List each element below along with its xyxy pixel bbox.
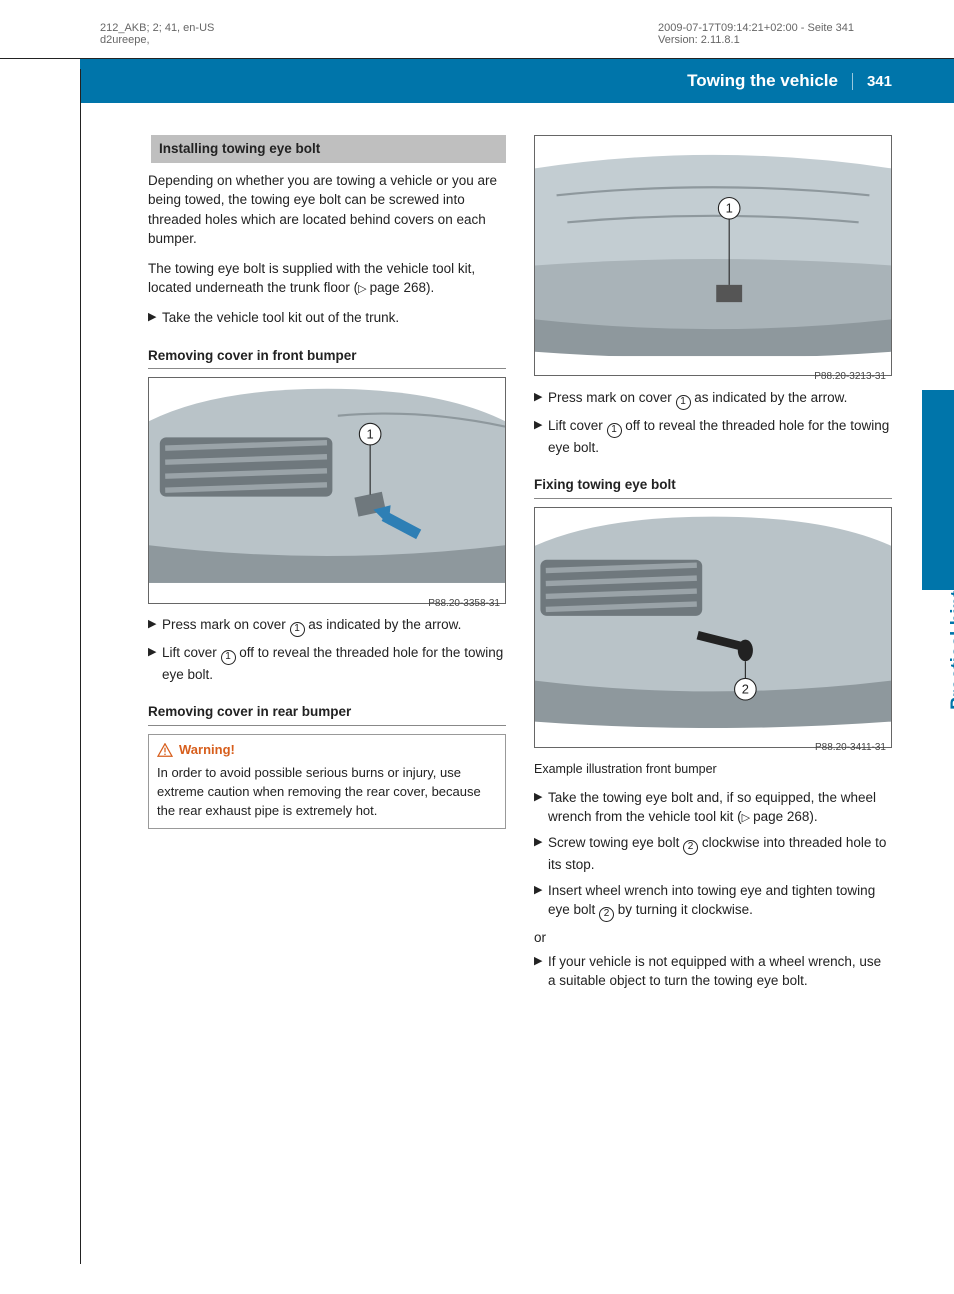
figure-svg: 1 [534, 135, 892, 376]
side-tab [922, 390, 954, 590]
step: ▶ Lift cover 1 off to reveal the threade… [534, 416, 892, 457]
meta-left-1: 212_AKB; 2; 41, en-US [100, 22, 214, 34]
step-marker-icon: ▶ [148, 615, 162, 637]
step-marker-icon: ▶ [534, 388, 548, 410]
meta-header: 212_AKB; 2; 41, en-US d2ureepe, 2009-07-… [0, 0, 954, 54]
step-marker-icon: ▶ [534, 416, 548, 457]
page-ref-icon: ▷ [358, 283, 370, 295]
or-text: or [534, 928, 892, 948]
meta-left-2: d2ureepe, [100, 34, 214, 46]
callout-1: 1 [676, 395, 691, 410]
vertical-divider [80, 69, 81, 1264]
content: Installing towing eye bolt Depending on … [148, 135, 892, 997]
figure-svg: 1 [148, 377, 506, 603]
step: ▶ Take the towing eye bolt and, if so eq… [534, 788, 892, 828]
callout-2: 2 [683, 840, 698, 855]
step: ▶ Insert wheel wrench into towing eye an… [534, 881, 892, 922]
callout-1: 1 [290, 622, 305, 637]
step: ▶ Screw towing eye bolt 2 clockwise into… [534, 833, 892, 874]
step-marker-icon: ▶ [148, 643, 162, 684]
step-marker-icon: ▶ [534, 881, 548, 922]
figure-id: P88.20-3213-31 [814, 370, 886, 385]
subhead-fixing: Fixing towing eye bolt [534, 475, 892, 499]
side-tab-label: Practical hints [948, 580, 954, 710]
page-banner: Towing the vehicle 341 [80, 59, 954, 103]
page-ref-icon: ▷ [742, 812, 754, 824]
step-marker-icon: ▶ [534, 833, 548, 874]
figure-rear-bumper: 1 P88.20-3213-31 [534, 135, 892, 388]
step: ▶ Take the vehicle tool kit out of the t… [148, 308, 506, 328]
step: ▶ Lift cover 1 off to reveal the threade… [148, 643, 506, 684]
para-1: Depending on whether you are towing a ve… [148, 171, 506, 249]
figure-id: P88.20-3411-31 [815, 741, 886, 756]
step-marker-icon: ▶ [148, 308, 162, 328]
step: ▶ If your vehicle is not equipped with a… [534, 952, 892, 991]
figure-id: P88.20-3358-31 [428, 597, 500, 612]
banner-title: Towing the vehicle [687, 71, 838, 91]
right-column: 1 P88.20-3213-31 ▶ Press mark on cover 1… [534, 135, 892, 997]
step-marker-icon: ▶ [534, 788, 548, 828]
figure-fixing-bolt: 2 P88.20-3411-31 [534, 507, 892, 760]
subhead-front: Removing cover in front bumper [148, 346, 506, 370]
subhead-rear: Removing cover in rear bumper [148, 702, 506, 726]
step-marker-icon: ▶ [534, 952, 548, 991]
meta-right-1: 2009-07-17T09:14:21+02:00 - Seite 341 [658, 22, 854, 34]
warning-text: In order to avoid possible serious burns… [157, 764, 497, 821]
callout-1: 1 [607, 423, 622, 438]
svg-text:1: 1 [367, 427, 374, 442]
warning-title: Warning! [157, 741, 497, 760]
figure-svg: 2 [534, 507, 892, 748]
figure-caption: Example illustration front bumper [534, 760, 892, 778]
figure-front-bumper: 1 P88.20-3358-31 [148, 377, 506, 615]
callout-2: 2 [599, 907, 614, 922]
svg-text:1: 1 [726, 201, 733, 216]
warning-box: Warning! In order to avoid possible seri… [148, 734, 506, 829]
meta-right-2: Version: 2.11.8.1 [658, 34, 854, 46]
warning-icon [157, 743, 173, 757]
para-2: The towing eye bolt is supplied with the… [148, 259, 506, 299]
section-bar: Installing towing eye bolt [148, 135, 506, 163]
step: ▶ Press mark on cover 1 as indicated by … [148, 615, 506, 637]
svg-text:2: 2 [742, 681, 749, 696]
left-column: Installing towing eye bolt Depending on … [148, 135, 506, 997]
step: ▶ Press mark on cover 1 as indicated by … [534, 388, 892, 410]
callout-1: 1 [221, 650, 236, 665]
banner-page: 341 [852, 73, 892, 90]
